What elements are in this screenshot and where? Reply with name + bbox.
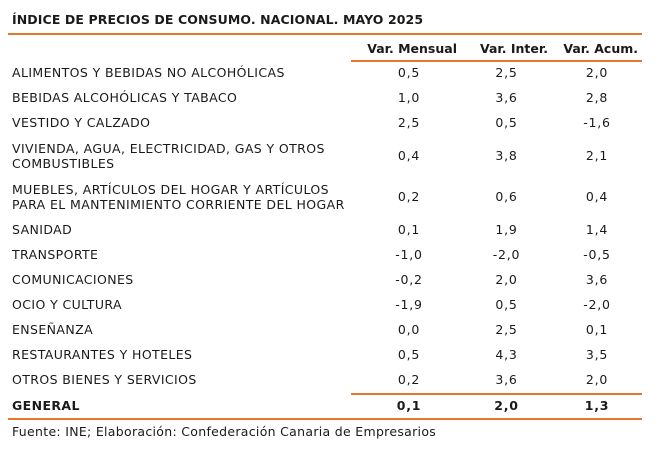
- table-row: VIVIENDA, AGUA, ELECTRICIDAD, GAS Y OTRO…: [8, 135, 642, 176]
- table-row: VESTIDO Y CALZADO 2,5 0,5 -1,6: [8, 110, 642, 135]
- cell-var-acum: 2,0: [585, 372, 609, 387]
- ipc-table: Var. Mensual Var. Inter. Var. Acum. ALIM…: [8, 36, 642, 419]
- row-label: SANIDAD: [12, 222, 73, 237]
- header-category: [8, 36, 357, 60]
- cell-var-mensual: 2,5: [397, 115, 421, 130]
- header-var-mensual: Var. Mensual: [367, 40, 457, 56]
- cell-var-inter: 0,6: [495, 189, 518, 204]
- cell-var-acum: -2,0: [583, 297, 611, 312]
- cell-var-inter: 0,5: [495, 115, 518, 130]
- table-row: COMUNICACIONES -0,2 2,0 3,6: [8, 267, 642, 292]
- cell-var-acum: 0,1: [585, 322, 609, 337]
- table-row: RESTAURANTES Y HOTELES 0,5 4,3 3,5: [8, 342, 642, 367]
- cell-var-inter: 4,3: [495, 347, 518, 362]
- header-var-inter: Var. Inter.: [479, 40, 548, 56]
- table-row: MUEBLES, ARTÍCULOS DEL HOGAR Y ARTÍCULOS…: [8, 176, 642, 217]
- cell-var-mensual: 0,5: [397, 65, 421, 80]
- title-underline: [8, 33, 642, 35]
- cell-var-inter: 2,5: [495, 65, 518, 80]
- row-label: TRANSPORTE: [12, 247, 99, 262]
- source-note: Fuente: INE; Elaboración: Confederación …: [12, 424, 437, 439]
- header-underline: [351, 60, 642, 62]
- cell-var-inter: 2,5: [495, 322, 518, 337]
- table-row-general: GENERAL 0,1 2,0 1,3: [8, 392, 642, 419]
- table-row: OCIO Y CULTURA -1,9 0,5 -2,0: [8, 292, 642, 317]
- cell-var-mensual: 0,0: [397, 322, 421, 337]
- row-label: BEBIDAS ALCOHÓLICAS Y TABACO: [12, 90, 238, 105]
- cell-var-acum: 3,6: [585, 272, 609, 287]
- cell-var-inter: 2,0: [494, 398, 519, 413]
- cell-var-acum: 1,3: [584, 398, 610, 413]
- table-row: SANIDAD 0,1 1,9 1,4: [8, 217, 642, 242]
- row-label: VESTIDO Y CALZADO: [12, 115, 151, 130]
- cell-var-inter: 0,5: [495, 297, 518, 312]
- cell-var-mensual: -1,0: [395, 247, 423, 262]
- table-row: OTROS BIENES Y SERVICIOS 0,2 3,6 2,0: [8, 367, 642, 392]
- cell-var-inter: 3,6: [495, 90, 518, 105]
- cell-var-acum: -0,5: [583, 247, 611, 262]
- table-row: ENSEÑANZA 0,0 2,5 0,1: [8, 317, 642, 342]
- row-label: OTROS BIENES Y SERVICIOS: [12, 372, 197, 387]
- cell-var-acum: 2,1: [585, 148, 609, 163]
- row-label: COMUNICACIONES: [12, 272, 134, 287]
- general-topline: [351, 393, 642, 395]
- cell-var-inter: 3,8: [495, 148, 518, 163]
- row-label: OCIO Y CULTURA: [12, 297, 122, 312]
- row-label: GENERAL: [12, 398, 80, 413]
- cell-var-inter: 3,6: [495, 372, 518, 387]
- cell-var-inter: -2,0: [492, 247, 521, 262]
- cell-var-acum: 2,0: [585, 65, 609, 80]
- cell-var-acum: 1,4: [585, 222, 609, 237]
- table-row: BEBIDAS ALCOHÓLICAS Y TABACO 1,0 3,6 2,8: [8, 85, 642, 110]
- row-label: ENSEÑANZA: [12, 322, 94, 337]
- row-label: RESTAURANTES Y HOTELES: [12, 347, 193, 362]
- cell-var-acum: 0,4: [585, 189, 609, 204]
- table-title: ÍNDICE DE PRECIOS DE CONSUMO. NACIONAL. …: [12, 12, 424, 27]
- cell-var-acum: 2,8: [585, 90, 609, 105]
- cell-var-mensual: -1,9: [395, 297, 423, 312]
- table-row: TRANSPORTE -1,0 -2,0 -0,5: [8, 242, 642, 267]
- cell-var-mensual: 1,0: [397, 90, 421, 105]
- table-bottomline: [8, 418, 642, 420]
- cell-var-mensual: 0,2: [397, 372, 421, 387]
- cell-var-mensual: 0,1: [397, 222, 421, 237]
- row-label: MUEBLES, ARTÍCULOS DEL HOGAR Y ARTÍCULOS…: [12, 181, 345, 212]
- cell-var-mensual: 0,1: [396, 398, 422, 413]
- cell-var-mensual: 0,5: [397, 347, 421, 362]
- cell-var-mensual: 0,2: [397, 189, 421, 204]
- table-body: ALIMENTOS Y BEBIDAS NO ALCOHÓLICAS 0,5 2,5…: [8, 60, 642, 419]
- row-label: VIVIENDA, AGUA, ELECTRICIDAD, GAS Y OTRO…: [12, 140, 325, 171]
- cell-var-acum: -1,6: [583, 115, 611, 130]
- cell-var-inter: 1,9: [495, 222, 518, 237]
- header-var-acum: Var. Acum.: [563, 40, 638, 56]
- cell-var-acum: 3,5: [585, 347, 609, 362]
- table-row: ALIMENTOS Y BEBIDAS NO ALCOHÓLICAS 0,5 2,5…: [8, 60, 642, 85]
- cell-var-mensual: 0,4: [397, 148, 421, 163]
- header-row: Var. Mensual Var. Inter. Var. Acum.: [8, 36, 642, 60]
- cell-var-mensual: -0,2: [395, 272, 423, 287]
- row-label: ALIMENTOS Y BEBIDAS NO ALCOHÓLICAS: [12, 65, 285, 80]
- cell-var-inter: 2,0: [495, 272, 518, 287]
